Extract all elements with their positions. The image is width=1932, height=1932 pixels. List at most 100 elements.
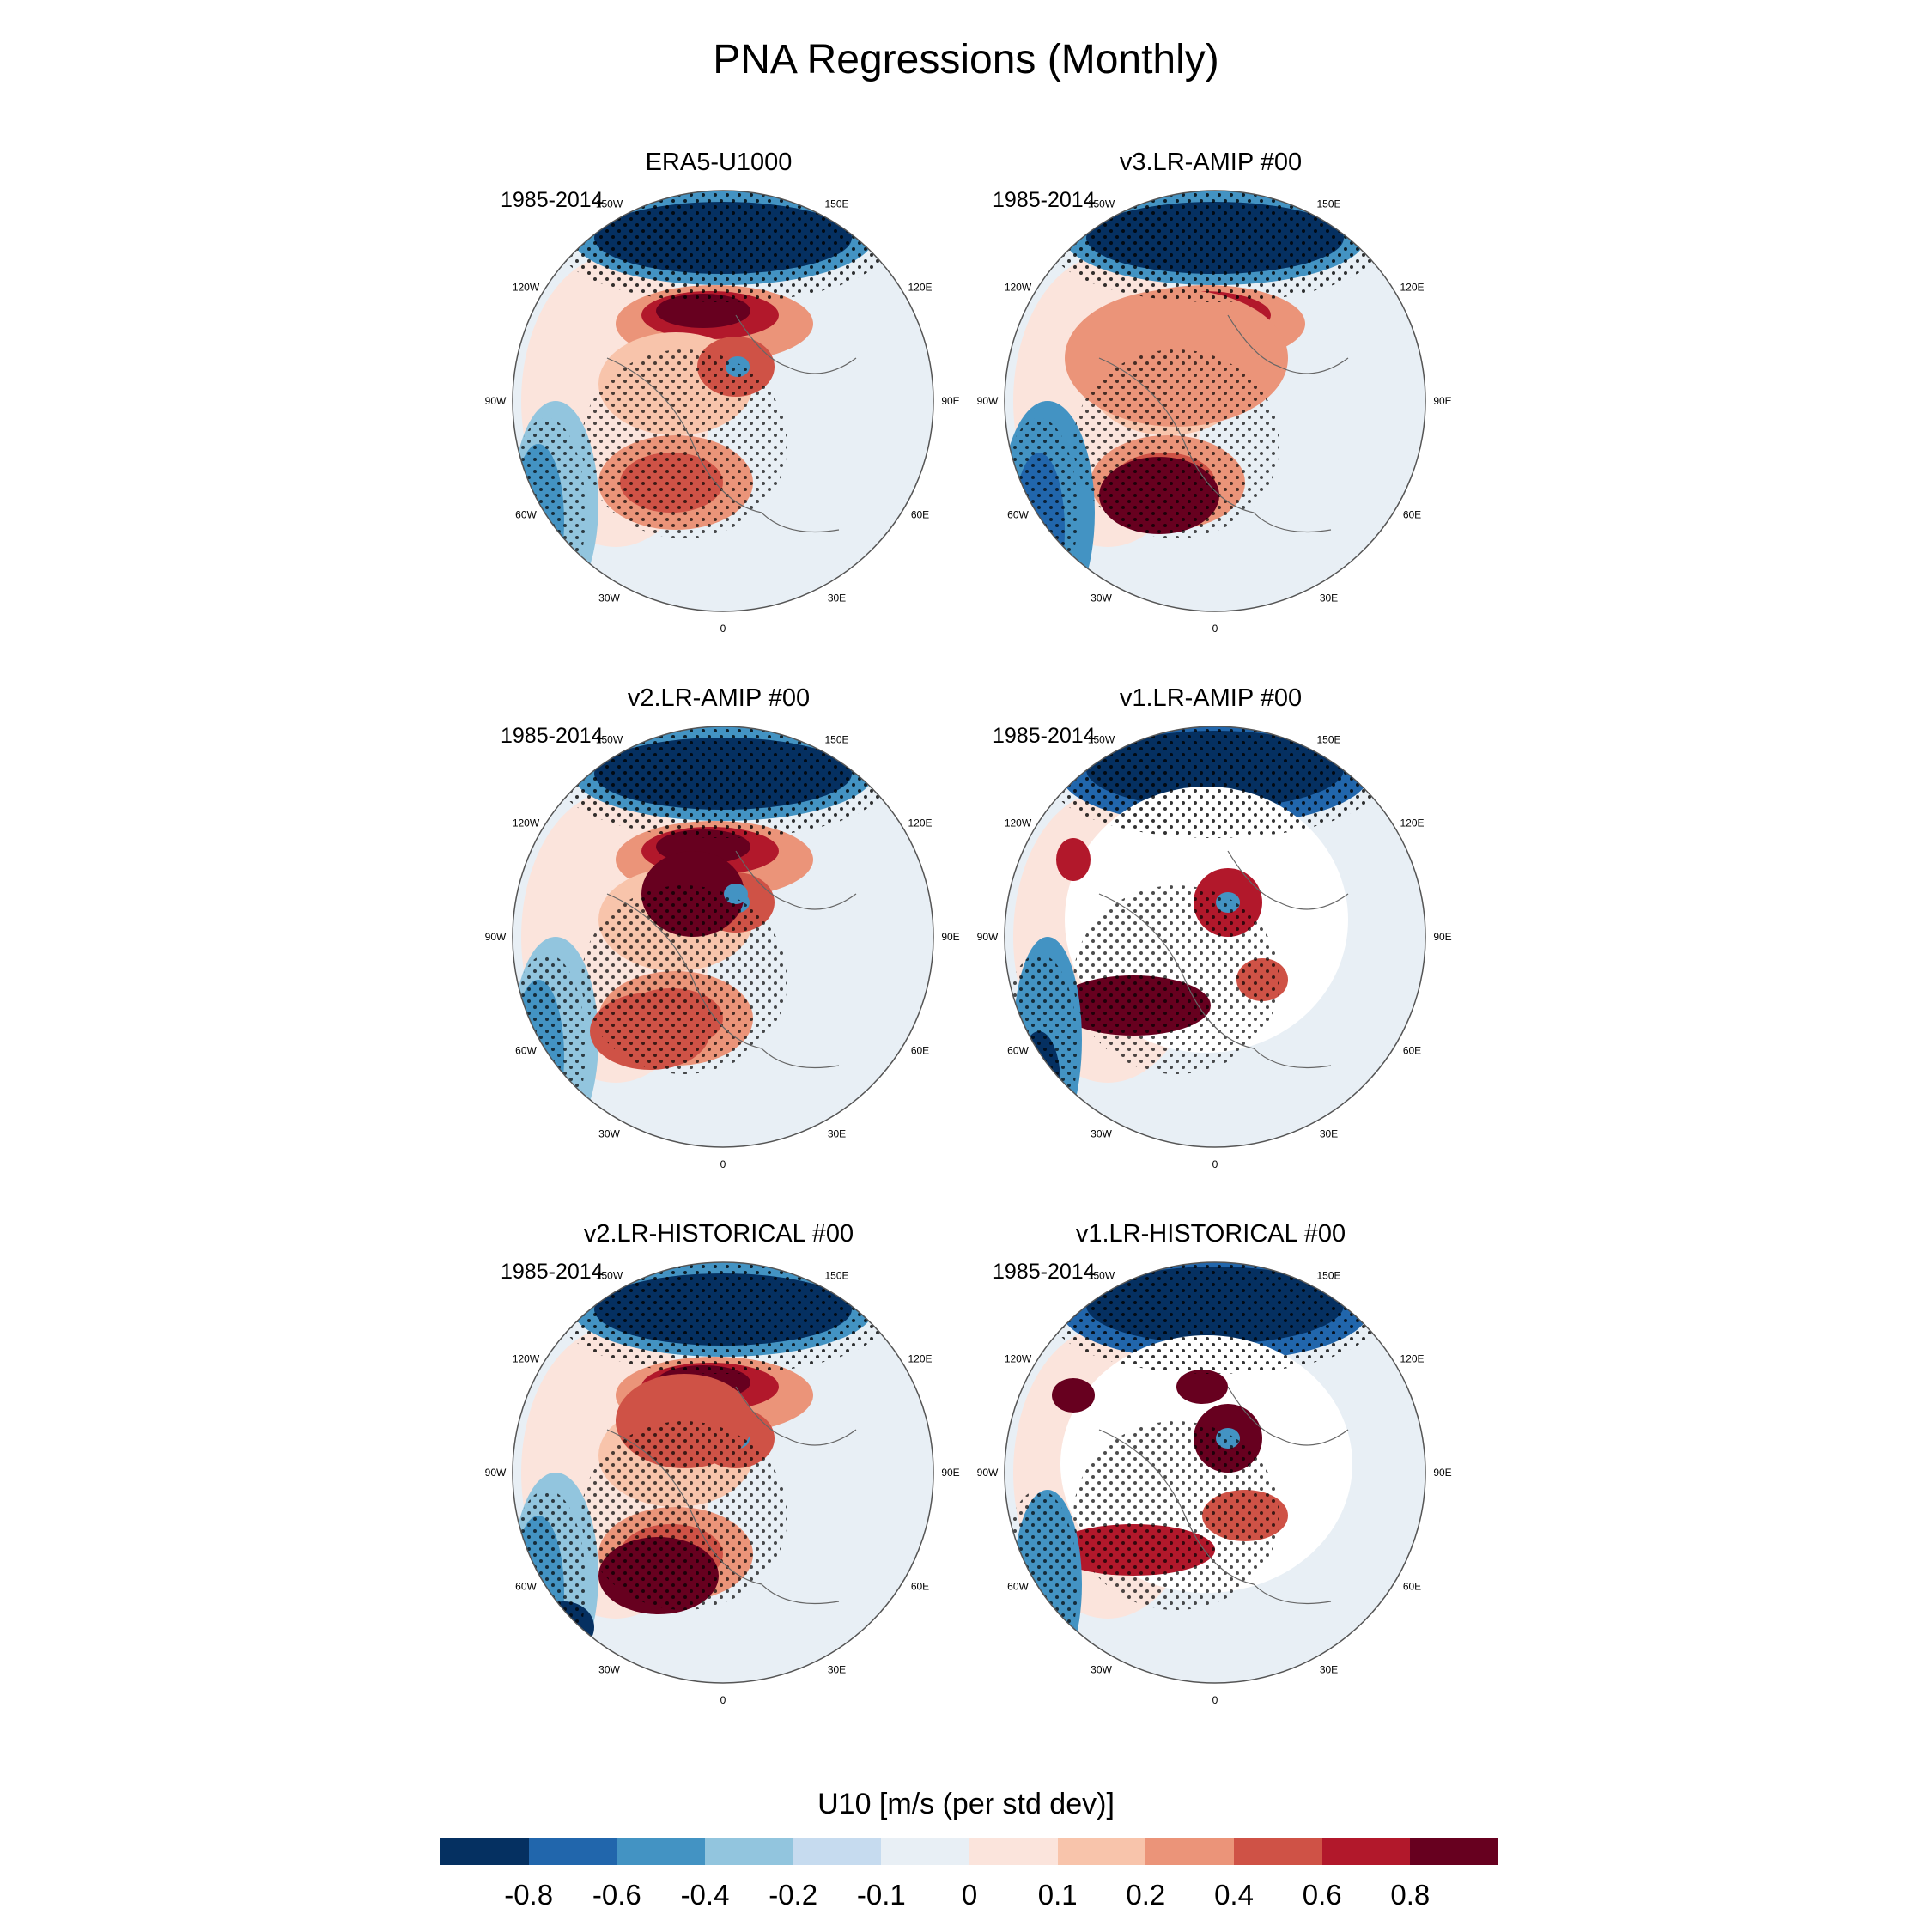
panel-period: 1985-2014	[501, 724, 604, 748]
panel-title: ERA5-U1000	[645, 149, 793, 176]
longitude-label: 150E	[1316, 198, 1340, 210]
map-panel: v2.LR-AMIP #001985-2014180150E120E90E60E…	[478, 684, 960, 1217]
longitude-label: 90W	[485, 931, 507, 943]
panel-title: v1.LR-HISTORICAL #00	[1075, 1220, 1346, 1248]
longitude-label: 0	[1212, 1694, 1218, 1704]
map-panel: ERA5-U10001985-2014180150E120E90E60E30E0…	[478, 149, 960, 681]
longitude-label: 60E	[1403, 509, 1421, 521]
figure-title: PNA Regressions (Monthly)	[713, 37, 1219, 82]
longitude-label: 150W	[596, 734, 623, 746]
anomaly-region	[656, 294, 750, 328]
longitude-label: 30E	[1320, 1127, 1338, 1139]
longitude-label: 60W	[515, 509, 537, 521]
colorbar-box	[1145, 1838, 1235, 1865]
longitude-label: 30W	[1091, 1127, 1112, 1139]
longitude-label: 120W	[513, 1353, 540, 1365]
map-panel: v3.LR-AMIP #001985-2014180150E120E90E60E…	[970, 149, 1452, 681]
longitude-label: 120W	[1005, 1353, 1032, 1365]
longitude-label: 0	[720, 623, 726, 633]
longitude-label: 120E	[908, 817, 932, 829]
longitude-label: 150W	[1088, 198, 1115, 210]
longitude-label: 30E	[828, 592, 846, 604]
longitude-label: 150W	[1088, 734, 1115, 746]
longitude-label: 150W	[596, 1270, 623, 1282]
polar-map: 180150E120E90E60E30E030W60W90W120W150W	[977, 190, 1452, 633]
longitude-label: 0	[1212, 1158, 1218, 1169]
panel-period: 1985-2014	[993, 188, 1096, 212]
longitude-label: 150E	[1316, 734, 1340, 746]
anomaly-region	[1176, 1370, 1228, 1404]
polar-map: 180150E120E90E60E30E030W60W90W120W150W	[485, 726, 960, 1169]
longitude-label: 60E	[1403, 1581, 1421, 1593]
longitude-label: 120E	[1400, 817, 1424, 829]
colorbar-box	[793, 1838, 882, 1865]
colorbar-box	[1234, 1838, 1322, 1865]
colorbar-box	[1410, 1838, 1499, 1865]
colorbar-box	[440, 1838, 529, 1865]
colorbar-box	[1321, 1838, 1411, 1865]
longitude-label: 30E	[828, 1127, 846, 1139]
colorbar-tick-label: -0.4	[680, 1879, 730, 1911]
longitude-label: 120E	[908, 1353, 932, 1365]
colorbar	[440, 1838, 1499, 1865]
longitude-label: 30W	[1091, 1663, 1112, 1675]
longitude-label: 30E	[1320, 1663, 1338, 1675]
anomaly-region	[1202, 508, 1357, 586]
panel-title: v1.LR-AMIP #00	[1119, 684, 1303, 712]
longitude-label: 60E	[911, 1581, 929, 1593]
panel-title: v2.LR-AMIP #00	[627, 684, 811, 712]
anomaly-region	[710, 508, 865, 586]
longitude-label: 120W	[1005, 282, 1032, 294]
longitude-label: 0	[720, 1158, 726, 1169]
colorbar-box	[617, 1838, 706, 1865]
longitude-label: 60E	[911, 509, 929, 521]
panel-title: v3.LR-AMIP #00	[1119, 149, 1303, 176]
longitude-label: 150E	[1316, 1270, 1340, 1282]
longitude-label: 60W	[1007, 509, 1029, 521]
panel-period: 1985-2014	[993, 1260, 1096, 1284]
anomaly-region	[1052, 1378, 1095, 1413]
polar-map: 180150E120E90E60E30E030W60W90W120W150W	[977, 1261, 1452, 1704]
colorbar-tick-label: -0.2	[769, 1879, 818, 1911]
colorbar-box	[528, 1838, 617, 1865]
anomaly-region	[787, 315, 908, 487]
longitude-label: 90E	[1433, 1467, 1451, 1479]
polar-map: 180150E120E90E60E30E030W60W90W120W150W	[485, 190, 960, 633]
longitude-label: 90E	[941, 1467, 959, 1479]
longitude-label: 60W	[1007, 1581, 1029, 1593]
longitude-label: 90E	[1433, 395, 1451, 407]
colorbar-box	[881, 1838, 970, 1865]
longitude-label: 30E	[828, 1663, 846, 1675]
longitude-label: 30W	[598, 1127, 620, 1139]
longitude-label: 90W	[977, 1467, 999, 1479]
longitude-label: 90W	[485, 1467, 507, 1479]
longitude-label: 120E	[1400, 1353, 1424, 1365]
panel-period: 1985-2014	[501, 188, 604, 212]
map-panel: v1.LR-HISTORICAL #001985-2014180150E120E…	[970, 1220, 1452, 1753]
longitude-label: 120W	[513, 817, 540, 829]
colorbar-tick-label: 0.6	[1302, 1879, 1342, 1911]
colorbar-tick-label: -0.6	[592, 1879, 641, 1911]
longitude-label: 60W	[515, 1581, 537, 1593]
anomaly-region	[710, 1044, 865, 1121]
longitude-label: 60E	[911, 1045, 929, 1057]
panel-period: 1985-2014	[501, 1260, 604, 1284]
anomaly-region	[710, 1580, 865, 1657]
longitude-label: 150W	[1088, 1270, 1115, 1282]
polar-map: 180150E120E90E60E30E030W60W90W120W150W	[485, 1261, 960, 1704]
longitude-label: 90W	[485, 395, 507, 407]
longitude-label: 90E	[941, 395, 959, 407]
longitude-label: 30W	[598, 1663, 620, 1675]
longitude-label: 120W	[513, 282, 540, 294]
longitude-label: 150E	[824, 198, 848, 210]
longitude-label: 60W	[515, 1045, 537, 1057]
panel-period: 1985-2014	[993, 724, 1096, 748]
longitude-label: 90W	[977, 931, 999, 943]
colorbar-tick-label: 0.2	[1126, 1879, 1166, 1911]
anomaly-region	[1056, 838, 1091, 881]
anomaly-region	[787, 851, 908, 1023]
longitude-label: 150E	[824, 734, 848, 746]
longitude-label: 30E	[1320, 592, 1338, 604]
longitude-label: 30W	[598, 592, 620, 604]
colorbar-tick-label: 0.1	[1037, 1879, 1078, 1911]
